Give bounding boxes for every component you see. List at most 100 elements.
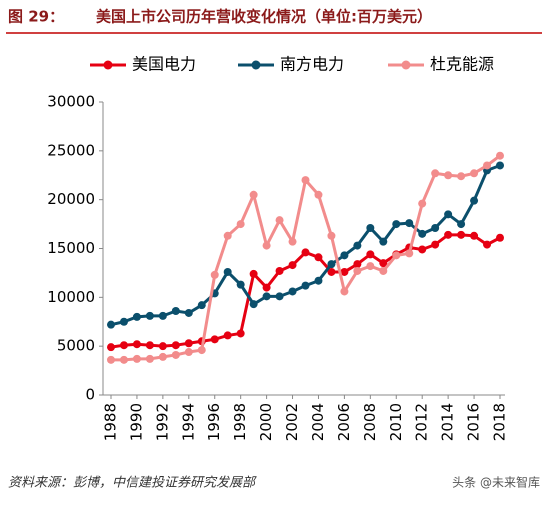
point <box>184 308 193 317</box>
point <box>379 266 388 275</box>
point <box>107 343 115 352</box>
x-tick-label: 1992 <box>153 403 171 441</box>
point <box>314 253 323 262</box>
y-tick-label: 5000 <box>57 337 95 355</box>
point <box>236 220 245 229</box>
point <box>145 354 154 363</box>
x-tick-label: 2006 <box>335 403 353 441</box>
point <box>470 196 479 205</box>
point <box>418 229 427 238</box>
point <box>470 169 479 178</box>
point <box>223 331 232 340</box>
x-tick-label: 1996 <box>205 403 223 441</box>
point <box>288 261 297 270</box>
y-tick-label: 0 <box>85 386 95 404</box>
point <box>366 262 375 271</box>
x-tick-label: 2004 <box>309 403 327 441</box>
series-line <box>110 164 501 327</box>
point <box>457 172 466 181</box>
legend-label: 南方电力 <box>280 55 344 74</box>
point <box>171 350 180 359</box>
point <box>431 223 440 232</box>
point <box>457 230 466 239</box>
x-tick-label: 2014 <box>439 403 457 441</box>
point <box>197 346 206 355</box>
point <box>262 292 271 301</box>
point <box>392 220 401 229</box>
point <box>145 341 154 350</box>
point <box>444 230 453 239</box>
point <box>353 241 362 250</box>
point <box>262 241 271 250</box>
point <box>496 151 504 160</box>
point <box>223 267 232 276</box>
x-tick-label: 2018 <box>491 403 509 441</box>
legend-label: 杜克能源 <box>430 55 494 74</box>
point <box>197 301 206 310</box>
chart-title: 美国上市公司历年营收变化情况（单位:百万美元） <box>96 8 432 26</box>
point <box>340 287 349 296</box>
point <box>353 266 362 275</box>
y-tick-label: 30000 <box>47 93 95 111</box>
point <box>457 220 466 229</box>
point <box>288 237 297 246</box>
point <box>184 348 193 357</box>
point <box>496 161 504 170</box>
point <box>366 223 375 232</box>
point <box>340 267 349 276</box>
point <box>314 190 323 199</box>
point <box>483 161 492 170</box>
point <box>496 233 504 242</box>
point <box>301 176 310 185</box>
point <box>301 281 310 290</box>
x-tick-label: 2008 <box>361 403 379 441</box>
point <box>171 341 180 350</box>
legend-marker <box>251 60 261 70</box>
point <box>158 311 167 320</box>
x-tick-label: 2000 <box>257 403 275 441</box>
x-tick-label: 1998 <box>231 403 249 441</box>
x-tick-label: 1988 <box>102 403 120 441</box>
point <box>327 231 336 240</box>
figure-label: 图 29： <box>8 8 64 26</box>
point <box>236 329 245 338</box>
point <box>210 270 219 279</box>
point <box>249 190 258 199</box>
y-tick-label: 20000 <box>47 190 95 208</box>
point <box>353 260 362 269</box>
point <box>145 311 154 320</box>
point <box>314 276 323 285</box>
point <box>392 251 401 260</box>
point <box>249 269 258 278</box>
point <box>405 219 414 228</box>
source: 资料来源：彭博，中信建投证券研究发展部 <box>8 475 257 491</box>
legend-marker <box>103 60 113 70</box>
point <box>119 317 128 326</box>
x-tick-label: 2012 <box>413 403 431 441</box>
point <box>119 341 128 350</box>
point <box>340 251 349 260</box>
legend-marker <box>401 60 411 70</box>
point <box>132 340 141 349</box>
point <box>249 300 258 309</box>
point <box>223 231 232 240</box>
series-line <box>111 154 501 362</box>
point <box>366 250 375 259</box>
point <box>236 280 245 289</box>
point <box>418 199 427 208</box>
point <box>262 283 271 292</box>
x-tick-label: 2010 <box>387 403 405 441</box>
point <box>275 266 284 275</box>
point <box>107 320 115 329</box>
point <box>483 240 492 249</box>
x-tick-label: 2002 <box>283 403 301 441</box>
point <box>171 307 180 316</box>
point <box>210 335 219 344</box>
point <box>327 260 336 269</box>
point <box>184 339 193 348</box>
point <box>119 355 128 364</box>
y-tick-label: 15000 <box>47 239 95 257</box>
point <box>379 237 388 246</box>
y-tick-label: 10000 <box>47 288 95 306</box>
